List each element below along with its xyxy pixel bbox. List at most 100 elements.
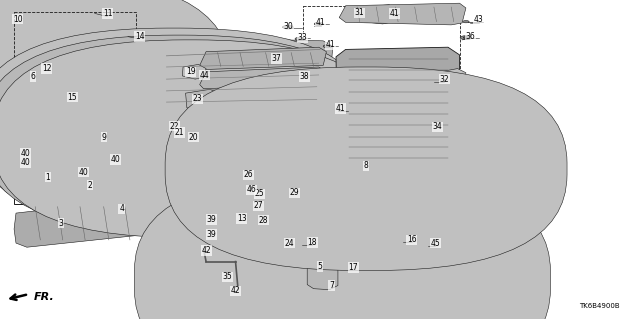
Ellipse shape: [28, 162, 33, 164]
Polygon shape: [5, 15, 35, 31]
Polygon shape: [154, 38, 333, 116]
Text: 34: 34: [432, 122, 442, 131]
Ellipse shape: [295, 37, 304, 41]
Polygon shape: [78, 5, 112, 23]
Polygon shape: [14, 199, 144, 247]
Text: 31: 31: [354, 8, 364, 17]
Bar: [14, 12, 136, 118]
Ellipse shape: [104, 157, 116, 161]
Polygon shape: [83, 7, 108, 21]
Ellipse shape: [21, 151, 33, 155]
Ellipse shape: [288, 193, 296, 195]
Text: 46: 46: [246, 185, 257, 194]
Text: 38: 38: [299, 72, 309, 81]
Text: 18: 18: [308, 238, 317, 247]
Ellipse shape: [283, 25, 293, 29]
Text: 40: 40: [20, 149, 31, 158]
Ellipse shape: [336, 110, 340, 112]
Text: 13: 13: [237, 214, 247, 223]
Text: 27: 27: [253, 201, 264, 210]
Polygon shape: [339, 3, 466, 25]
Polygon shape: [200, 67, 326, 89]
Text: 42: 42: [201, 246, 211, 255]
Text: TK6B4900B: TK6B4900B: [579, 303, 620, 309]
Text: 23: 23: [192, 94, 202, 103]
FancyBboxPatch shape: [0, 40, 388, 238]
Ellipse shape: [108, 158, 113, 160]
Ellipse shape: [202, 249, 208, 252]
Text: 15: 15: [67, 93, 77, 102]
Text: 40: 40: [78, 168, 88, 177]
Ellipse shape: [244, 218, 252, 221]
Text: 19: 19: [186, 67, 196, 76]
Ellipse shape: [314, 22, 323, 26]
Text: 8: 8: [364, 161, 369, 170]
Text: 11: 11: [103, 9, 112, 18]
Ellipse shape: [44, 70, 48, 71]
Text: 37: 37: [271, 54, 282, 63]
FancyBboxPatch shape: [134, 175, 550, 319]
Ellipse shape: [77, 168, 83, 170]
Polygon shape: [5, 18, 27, 29]
Ellipse shape: [385, 13, 394, 16]
FancyBboxPatch shape: [0, 0, 230, 174]
Polygon shape: [197, 207, 248, 242]
Text: 26: 26: [243, 170, 253, 179]
Text: 7: 7: [329, 281, 334, 290]
Polygon shape: [200, 47, 326, 70]
Polygon shape: [54, 58, 106, 115]
Text: 5: 5: [317, 262, 323, 271]
Text: 41: 41: [325, 40, 335, 49]
Ellipse shape: [244, 175, 252, 177]
Text: 29: 29: [289, 189, 300, 197]
Ellipse shape: [175, 128, 181, 130]
Text: 10: 10: [13, 15, 23, 24]
Text: 3: 3: [58, 219, 63, 228]
Ellipse shape: [218, 231, 227, 234]
Text: 40: 40: [110, 155, 120, 164]
Polygon shape: [336, 47, 460, 163]
Polygon shape: [307, 262, 338, 290]
Text: 44: 44: [200, 71, 210, 80]
Polygon shape: [35, 174, 54, 214]
Text: 16: 16: [406, 235, 417, 244]
Ellipse shape: [25, 161, 36, 165]
Polygon shape: [182, 64, 206, 79]
Ellipse shape: [233, 290, 241, 292]
Ellipse shape: [463, 21, 469, 23]
Ellipse shape: [387, 14, 391, 15]
Polygon shape: [72, 172, 101, 219]
Ellipse shape: [42, 69, 50, 71]
Polygon shape: [108, 193, 142, 234]
Text: 41: 41: [389, 9, 399, 18]
Text: 30: 30: [284, 22, 294, 31]
Bar: [14, 127, 159, 204]
Bar: [312, 161, 440, 309]
Text: 28: 28: [259, 216, 268, 225]
Ellipse shape: [207, 219, 218, 223]
Text: 42: 42: [230, 286, 241, 295]
Text: 22: 22: [170, 122, 179, 130]
Polygon shape: [300, 235, 357, 271]
Bar: [157, 51, 323, 169]
Ellipse shape: [222, 278, 228, 280]
Text: 17: 17: [348, 263, 358, 272]
Ellipse shape: [74, 167, 86, 171]
Text: 32: 32: [439, 75, 449, 84]
Text: 35: 35: [222, 272, 232, 281]
Polygon shape: [48, 55, 114, 121]
Ellipse shape: [317, 23, 321, 25]
Text: 41: 41: [335, 104, 346, 113]
Polygon shape: [440, 69, 466, 90]
Ellipse shape: [333, 109, 342, 113]
Text: 33: 33: [297, 33, 307, 42]
Ellipse shape: [460, 36, 472, 40]
Ellipse shape: [196, 75, 204, 77]
FancyBboxPatch shape: [0, 35, 376, 232]
Ellipse shape: [323, 45, 332, 48]
Text: 45: 45: [430, 239, 440, 248]
Text: 40: 40: [20, 158, 31, 167]
Text: 43: 43: [474, 15, 484, 24]
Text: 1: 1: [45, 173, 51, 182]
Ellipse shape: [326, 45, 330, 47]
